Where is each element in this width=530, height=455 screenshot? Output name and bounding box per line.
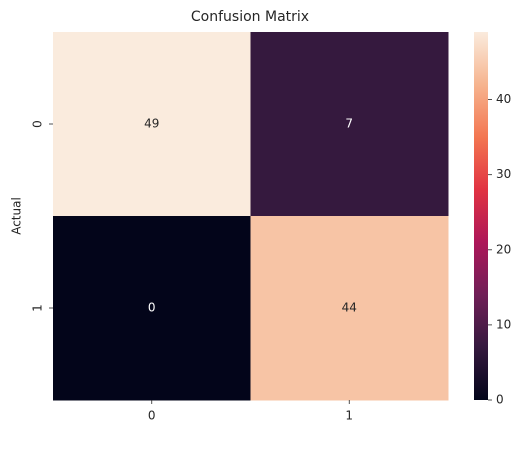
colorbar-tick-label: 0 — [496, 393, 504, 407]
y-tick-label: 0 — [31, 120, 45, 128]
colorbar-tick-label: 10 — [496, 317, 511, 331]
colorbar-tick-label: 30 — [496, 167, 511, 181]
heatmap-cell — [250, 216, 449, 401]
y-tick-label: 1 — [31, 304, 45, 312]
colorbar-tick-label: 40 — [496, 92, 511, 106]
x-tick-label: 0 — [148, 409, 156, 423]
cell-value-label: 44 — [342, 301, 357, 315]
y-axis-label: Actual — [10, 197, 24, 235]
colorbar-tick-label: 20 — [496, 242, 511, 256]
cell-value-label: 0 — [148, 301, 156, 315]
x-tick-label: 1 — [345, 409, 353, 423]
chart-title: Confusion Matrix — [191, 9, 309, 25]
cell-value-label: 7 — [345, 117, 353, 131]
cell-value-label: 49 — [144, 117, 159, 131]
heatmap-cell — [250, 32, 449, 217]
heatmap-cell — [53, 32, 251, 217]
colorbar — [474, 32, 488, 400]
heatmap-cell — [53, 216, 251, 401]
